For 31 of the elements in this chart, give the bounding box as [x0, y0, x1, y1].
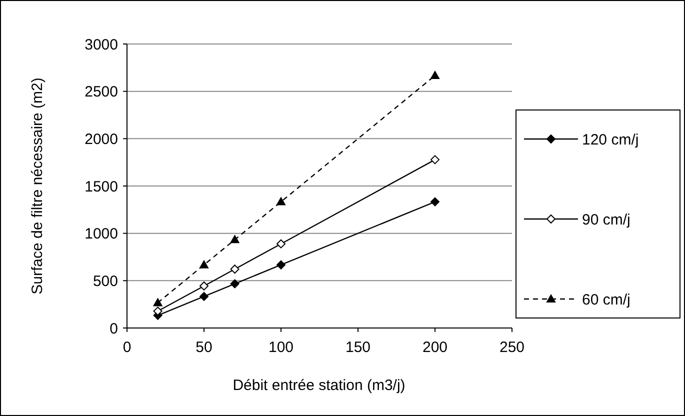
- y-tick-label: 1000: [84, 226, 118, 243]
- legend-label: 120 cm/j: [582, 131, 639, 148]
- x-tick-label: 250: [499, 339, 525, 356]
- y-tick-label: 2000: [84, 130, 118, 148]
- point: [200, 292, 208, 301]
- point: [230, 264, 240, 274]
- y-tick-label: 2500: [84, 84, 118, 101]
- y-tick-label: 500: [92, 272, 118, 290]
- y-tick-label: 1500: [84, 178, 118, 196]
- x-tick-label: 50: [196, 339, 212, 356]
- y-tick-label: 0: [110, 320, 118, 338]
- point: [276, 239, 286, 248]
- point: [230, 279, 240, 288]
- y-axis-title: Surface de filtre nécessaire (m2): [29, 78, 46, 294]
- point: [200, 260, 208, 268]
- legend-label: 90 cm/j: [582, 211, 630, 228]
- x-tick-label: 150: [345, 339, 371, 356]
- point: [276, 260, 286, 270]
- point: [430, 197, 440, 206]
- x-tick-label: 0: [122, 339, 132, 356]
- x-tick-label: 200: [422, 339, 448, 356]
- point: [430, 155, 440, 164]
- point: [200, 281, 208, 290]
- point: [153, 298, 162, 306]
- legend-label: 60 cm/j: [582, 291, 630, 308]
- x-axis-title: Débit entrée station (m3/j): [232, 377, 406, 394]
- point: [430, 71, 440, 80]
- y-tick-label: 3000: [84, 36, 118, 54]
- point: [230, 235, 240, 244]
- point: [276, 197, 286, 206]
- x-tick-label: 100: [268, 339, 294, 356]
